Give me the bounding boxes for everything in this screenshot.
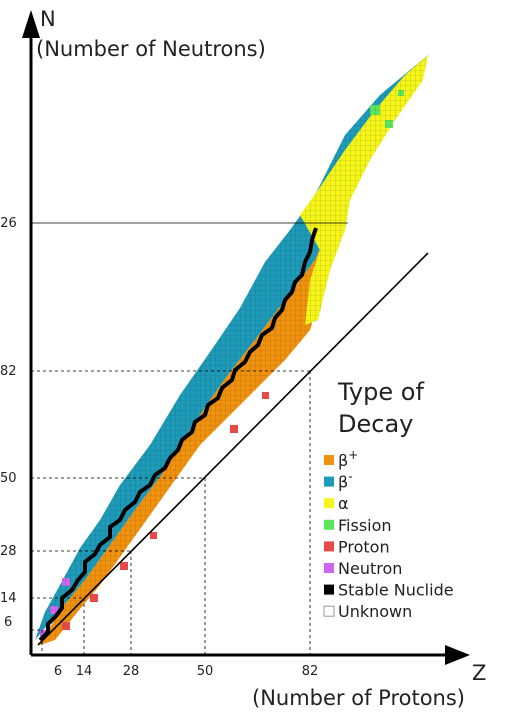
y-tick-126: 126 (0, 216, 17, 231)
legend-swatch-stable (324, 584, 334, 595)
x-tick-labels: 6 14 28 50 82 (54, 664, 318, 679)
x-axis-title: (Number of Protons) (252, 686, 465, 710)
x-tick-28: 28 (123, 664, 140, 679)
x-tick-82: 82 (302, 664, 319, 679)
y-tick-82: 82 (0, 364, 17, 379)
x-tick-50: 50 (197, 664, 214, 679)
legend-swatch-neutron (324, 563, 334, 573)
y-tick-14: 14 (0, 591, 17, 606)
x-tick-14: 14 (76, 664, 93, 679)
legend-swatch-beta_minus (324, 476, 334, 487)
legend-label-alpha: α (338, 494, 349, 513)
x-axis-letter: Z (472, 661, 486, 685)
legend-swatch-beta_plus (324, 455, 334, 465)
legend-swatch-fission (324, 519, 334, 530)
axes (22, 10, 470, 665)
legend: Type of Decay β+β-α Fission Proton Neutron S… (323, 378, 454, 621)
stable-nuclide-line (38, 227, 318, 642)
magic-guides (31, 370, 311, 655)
legend-label-proton: Proton (338, 537, 390, 556)
legend-label-fission: Fission (338, 516, 392, 535)
y-tick-28: 28 (0, 544, 17, 559)
y-axis-letter: N (40, 7, 56, 31)
legend-swatch-alpha (324, 498, 334, 509)
legend-label-unknown: Unknown (338, 602, 412, 621)
legend-title-line2: Decay (338, 410, 413, 438)
y-axis-title: (Number of Neutrons) (36, 37, 266, 61)
y-axis-arrow-icon (22, 10, 40, 38)
x-axis-arrow-icon (445, 645, 470, 665)
y-tick-labels: 6 14 28 50 82 126 (0, 216, 17, 630)
legend-swatch-proton (324, 541, 334, 552)
x-tick-6: 6 (54, 664, 62, 679)
y-tick-6: 6 (4, 615, 12, 630)
legend-label-beta_minus: β- (338, 470, 353, 492)
legend-label-stable: Stable Nuclide (338, 581, 454, 600)
y-tick-50: 50 (0, 471, 17, 486)
nuclide-band (35, 55, 428, 645)
n-equals-z-line (37, 252, 429, 646)
legend-label-neutron: Neutron (338, 559, 402, 578)
legend-title-line1: Type of (337, 378, 424, 406)
legend-swatch-unknown (323, 605, 335, 617)
legend-label-beta_plus: β+ (338, 448, 358, 470)
